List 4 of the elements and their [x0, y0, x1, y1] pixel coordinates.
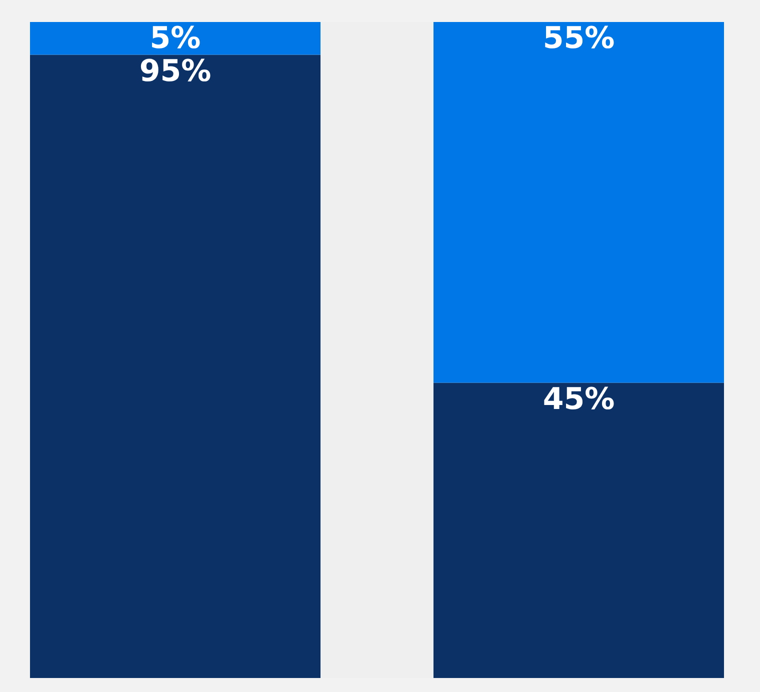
data-label: 55% — [542, 21, 615, 56]
data-label: 45% — [542, 382, 615, 417]
data-label: 5% — [150, 21, 201, 56]
data-label: 95% — [139, 54, 212, 89]
